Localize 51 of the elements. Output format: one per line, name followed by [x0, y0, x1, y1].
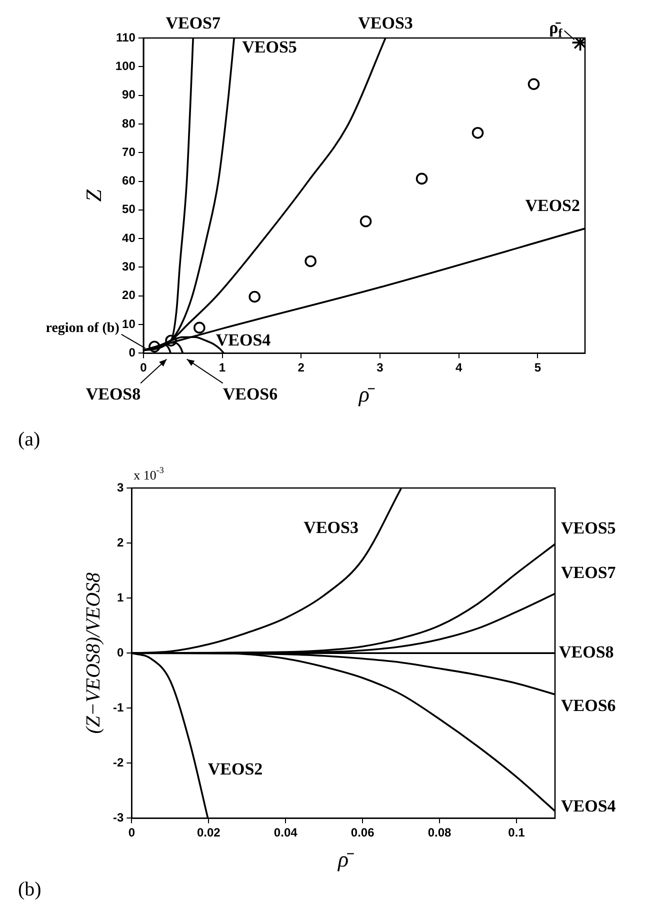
y-tick-label: 100 — [115, 58, 136, 73]
series-label: VEOS2 — [208, 760, 263, 779]
text: VEOS6 — [222, 384, 278, 404]
x-tick-label: 0.04 — [274, 826, 298, 840]
series-label: VEOS7 — [166, 13, 221, 32]
x-tick-label: 0.06 — [350, 826, 375, 840]
x-tick-label: 0.02 — [196, 826, 221, 840]
series-label: VEOS5 — [242, 37, 297, 56]
y-axis-title: Z — [80, 188, 106, 202]
y-tick-label: 40 — [122, 230, 136, 245]
series-label: VEOS3 — [304, 518, 358, 537]
y-tick-label: 30 — [122, 260, 136, 274]
y-tick-label: 70 — [122, 144, 136, 159]
x-tick-label: 0 — [140, 360, 148, 375]
y-tick-label: 110 — [116, 30, 136, 44]
series-label: VEOS6 — [561, 696, 616, 715]
x-tick-label: 0.08 — [428, 826, 452, 840]
text: VEOS8 — [86, 384, 141, 404]
y-tick-label: 1 — [116, 590, 124, 604]
x-tick-label: 2 — [298, 360, 305, 375]
y-tick-label: 90 — [122, 88, 136, 102]
y-tick-label: 10 — [122, 316, 136, 331]
y-tick-label: 60 — [122, 174, 136, 188]
y-tick-label: 0 — [128, 346, 136, 360]
y-axis-title: (Z−VEOS8)/VEOS8 — [82, 572, 104, 734]
annotation: region of (b) — [46, 320, 120, 336]
x-tick-label: 1 — [218, 360, 226, 375]
x-tick-label: 0.1 — [508, 826, 526, 840]
text: (a) — [18, 428, 40, 450]
x-tick-label: 5 — [534, 360, 542, 375]
x-tick-label: 4 — [455, 360, 462, 375]
text: (b) — [18, 878, 42, 900]
y-tick-label: -2 — [113, 755, 124, 770]
series-label: VEOS4 — [561, 796, 616, 816]
y-tick-label: 50 — [122, 202, 136, 216]
y-tick-label: 0 — [116, 645, 124, 660]
y-tick-label: 20 — [122, 288, 136, 302]
y-tick-label: 80 — [122, 116, 136, 130]
y-tick-label: -3 — [113, 810, 124, 825]
x-axis-title: ρ̄ — [337, 846, 355, 872]
series-label: VEOS2 — [525, 196, 580, 215]
series-label: VEOS4 — [216, 330, 272, 350]
series-label: VEOS7 — [561, 563, 616, 582]
y-tick-label: -1 — [113, 700, 124, 714]
y-tick-label: 2 — [116, 535, 124, 550]
series-label: VEOS5 — [561, 518, 616, 538]
x-axis-title: ρ̄ — [358, 382, 376, 407]
series-label: VEOS8 — [559, 642, 614, 662]
x-tick-label: 3 — [376, 360, 384, 375]
y-tick-label: 3 — [116, 480, 124, 494]
series-label: VEOS3 — [358, 13, 413, 32]
